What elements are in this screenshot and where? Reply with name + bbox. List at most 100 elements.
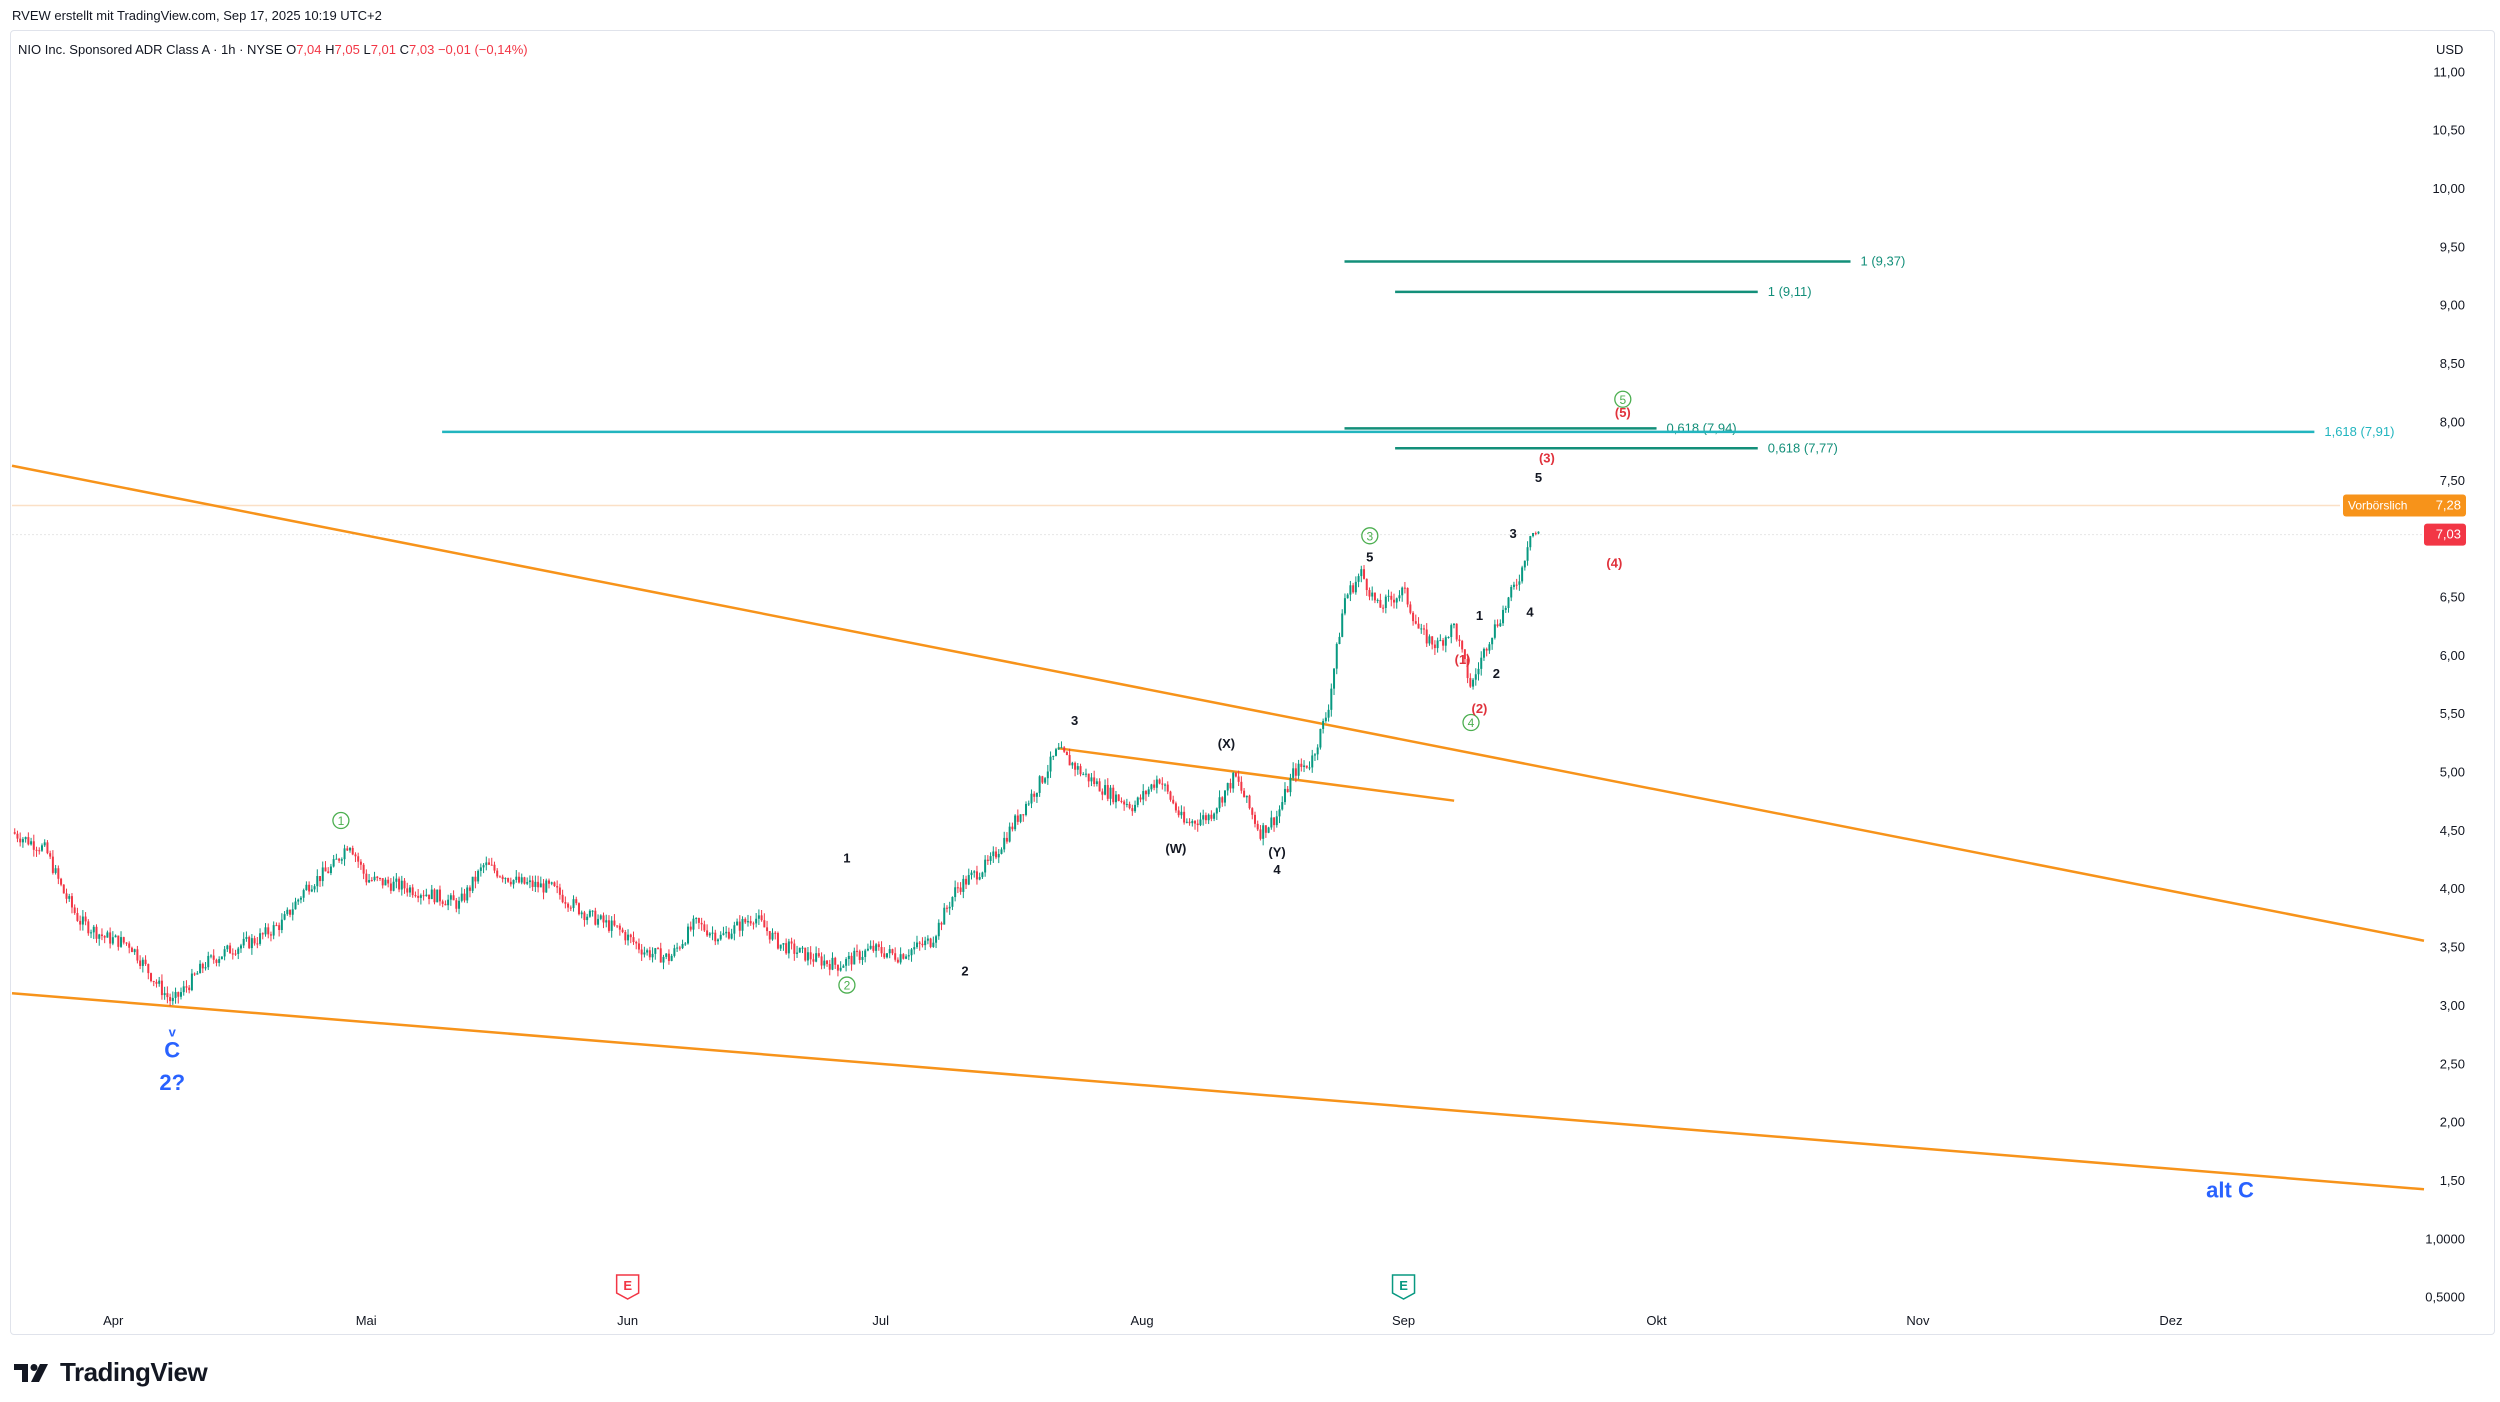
- candle-body: [147, 964, 150, 974]
- candle-body: [463, 893, 466, 901]
- high-value: 7,05: [334, 42, 360, 57]
- tradingview-logo[interactable]: TradingView: [14, 1357, 208, 1388]
- candle-body: [171, 997, 174, 1002]
- candle-body: [954, 887, 957, 898]
- candle-body: [65, 893, 68, 899]
- candle-body: [1177, 810, 1180, 816]
- candle-body: [76, 912, 79, 921]
- candle-body: [1401, 587, 1404, 596]
- candle-body: [237, 948, 240, 954]
- candle-body: [771, 932, 774, 940]
- candle-body: [269, 934, 272, 936]
- candle-body: [1477, 668, 1480, 675]
- candle-body: [231, 953, 234, 955]
- candle-body: [444, 903, 447, 906]
- candle-body: [1504, 607, 1507, 610]
- candle-body: [948, 906, 951, 909]
- candle-body: [332, 859, 335, 867]
- candle-body: [613, 920, 616, 926]
- candle-body: [460, 893, 463, 901]
- candle-body: [577, 903, 580, 915]
- candle-body: [365, 873, 368, 883]
- candle-body: [1474, 674, 1477, 680]
- candle-body: [395, 878, 398, 882]
- fib-level-label: 1 (9,11): [1768, 284, 1812, 299]
- candle-body: [730, 933, 733, 939]
- candle-body: [1196, 823, 1199, 826]
- y-axis-tick-label: 5,50: [2440, 706, 2465, 721]
- candle-body: [177, 992, 180, 997]
- candle-body: [607, 920, 610, 931]
- candle-body: [869, 945, 872, 949]
- candle-body: [204, 967, 207, 969]
- candle-body: [1005, 837, 1008, 842]
- x-axis: Apr Mai Jun Jul Aug Sep Okt Nov Dez: [103, 1313, 2182, 1328]
- candle-body: [1030, 793, 1033, 804]
- candle-body: [1316, 747, 1319, 755]
- candle-body: [1185, 821, 1188, 823]
- candle-body: [479, 867, 482, 871]
- symbol-info-line[interactable]: NIO Inc. Sponsored ADR Class A · 1h · NY…: [18, 42, 528, 57]
- candle-body: [449, 895, 452, 900]
- candle-body: [1420, 628, 1423, 630]
- candle-body: [872, 945, 875, 951]
- candle-body: [120, 937, 123, 947]
- y-axis: 11,0010,5010,009,509,008,508,007,507,006…: [2425, 64, 2465, 1304]
- candle-body: [433, 889, 436, 903]
- candle-body: [1068, 755, 1071, 766]
- candle-body: [1398, 595, 1401, 599]
- candle-body: [1439, 640, 1442, 642]
- candle-body: [392, 881, 395, 891]
- candle-body: [1273, 817, 1276, 826]
- candle-body: [924, 940, 927, 946]
- chart-header-credit: RVEW erstellt mit TradingView.com, Sep 1…: [12, 8, 382, 23]
- candle-body: [1523, 560, 1526, 568]
- candle-body: [1259, 829, 1262, 839]
- candle-body: [1371, 592, 1374, 597]
- candle-body: [714, 932, 717, 942]
- earnings-marker: E: [1391, 1274, 1416, 1300]
- last-price-tag: [2424, 523, 2466, 546]
- candle-body: [340, 859, 343, 861]
- candle-body: [100, 934, 103, 937]
- candle-body: [316, 876, 319, 887]
- candle-body: [779, 944, 782, 949]
- candle-body: [1139, 797, 1142, 800]
- candle-body: [1297, 763, 1300, 776]
- y-axis-tick-label: 7,50: [2440, 473, 2465, 488]
- wave-label: 3: [1366, 529, 1373, 543]
- candle-body: [477, 870, 480, 882]
- candle-body: [1436, 640, 1439, 649]
- candle-body: [801, 947, 804, 949]
- currency-label[interactable]: USD: [2436, 42, 2464, 57]
- candle-body: [659, 948, 662, 963]
- wave-label: 1: [338, 814, 345, 828]
- candle-body: [73, 907, 76, 913]
- candle-body: [389, 883, 392, 891]
- candle-body: [676, 947, 679, 949]
- candle-body: [1237, 776, 1240, 782]
- candle-body: [1071, 762, 1074, 766]
- candle-body: [174, 992, 177, 998]
- candle-body: [272, 925, 275, 936]
- candle-body: [133, 949, 136, 953]
- candle-body: [858, 951, 861, 960]
- candle-body: [798, 947, 801, 953]
- candle-body: [945, 907, 948, 909]
- candle-body: [1412, 612, 1415, 622]
- low-value: 7,01: [370, 42, 397, 57]
- candle-body: [54, 868, 57, 873]
- candle-body: [1283, 788, 1286, 803]
- y-axis-tick-label: 6,00: [2440, 648, 2465, 663]
- candle-body: [1458, 639, 1461, 641]
- fib-level-label: 0,618 (7,77): [1768, 440, 1838, 455]
- candle-body: [1349, 585, 1352, 595]
- candle-body: [425, 894, 428, 897]
- symbol-name[interactable]: NIO Inc. Sponsored ADR Class A · 1h · NY…: [18, 42, 283, 57]
- candle-body: [640, 949, 643, 955]
- x-axis-tick-label: Dez: [2159, 1313, 2182, 1328]
- candle-body: [597, 918, 600, 925]
- candle-body: [220, 956, 223, 960]
- candle-body: [727, 931, 730, 939]
